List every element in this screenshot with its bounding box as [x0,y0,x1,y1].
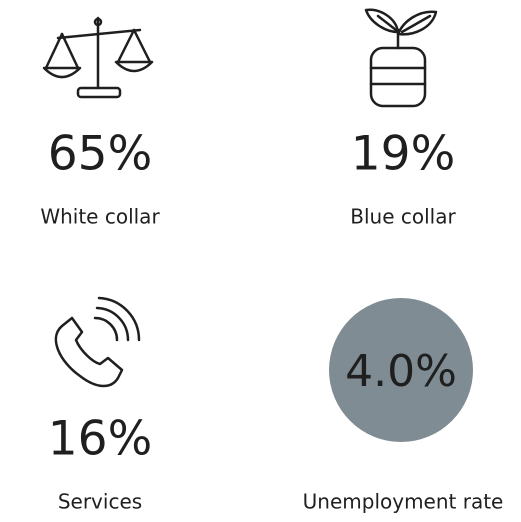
stat-value: 65% [48,127,152,182]
plant-icon [364,8,438,108]
stat-value: 4.0% [345,346,457,397]
scales-icon [42,16,154,99]
stat-label: White collar [40,205,160,229]
stat-label: Services [58,490,142,514]
highlight-circle [329,298,473,442]
stat-label: Blue collar [350,205,456,229]
stat-value: 19% [351,127,455,182]
phone-icon [54,296,141,388]
stat-value: 16% [48,412,152,467]
stat-label: Unemployment rate [303,490,504,514]
